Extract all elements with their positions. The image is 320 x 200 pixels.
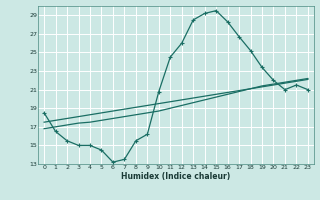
X-axis label: Humidex (Indice chaleur): Humidex (Indice chaleur) [121, 172, 231, 181]
